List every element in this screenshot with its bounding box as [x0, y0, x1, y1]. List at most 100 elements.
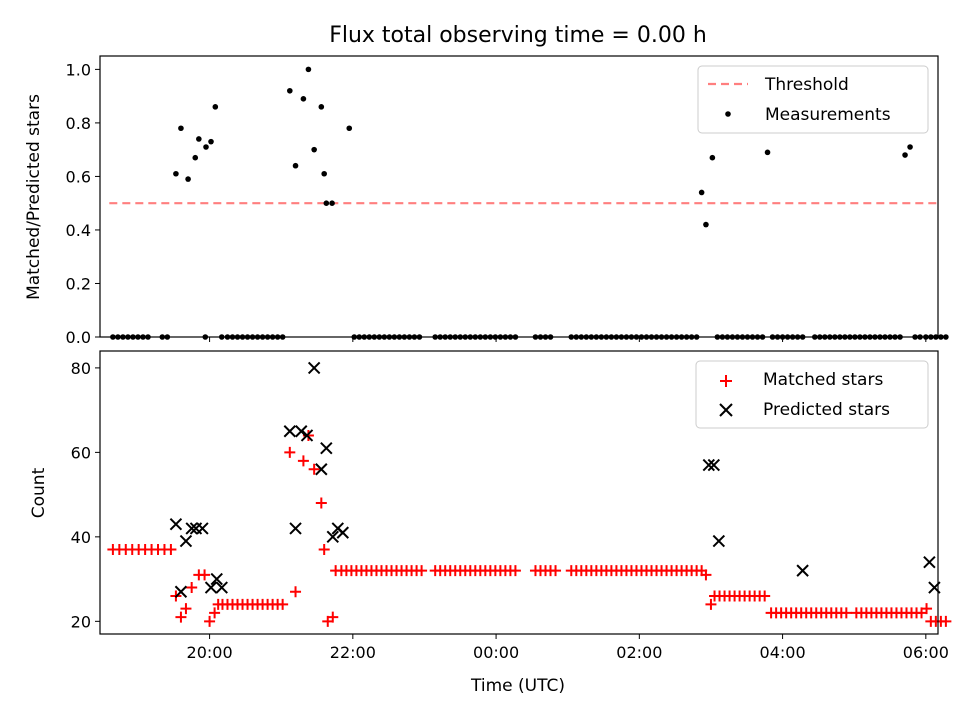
measurement-point: [329, 200, 335, 206]
legend-measurements-label: Measurements: [765, 105, 891, 125]
measurement-point: [311, 146, 317, 153]
measurement-point: [907, 144, 913, 150]
predicted-point: [712, 534, 726, 548]
bottom-plot-area: [107, 361, 952, 627]
matched-point: [175, 611, 187, 623]
predicted-point: [289, 522, 302, 535]
chart-title: Flux total observing time = 0.00 h: [329, 23, 707, 48]
matched-point: [327, 611, 339, 623]
top-y-tick-label: 0.6: [66, 167, 91, 186]
bottom-y-tick-label: 80: [71, 359, 91, 378]
top-panel: 0.0 0.2 0.4 0.6 0.8 1.0 Matched/Predicted sta…: [24, 55, 949, 347]
predicted-point: [320, 441, 333, 455]
predicted-point: [300, 429, 314, 442]
bottom-x-tick-label: 04:00: [760, 643, 806, 662]
matched-point: [204, 615, 216, 627]
measurement-point: [709, 154, 716, 161]
measurement-point: [321, 170, 327, 177]
predicted-point: [326, 530, 339, 544]
top-y-tick-label: 0.0: [66, 328, 91, 347]
matched-point: [550, 565, 562, 577]
bottom-legend-box: [695, 360, 929, 429]
predicted-point: [923, 555, 936, 569]
top-legend-box: [697, 65, 929, 134]
top-axes-frame: [99, 55, 939, 338]
top-y-tick-label: 0.2: [66, 274, 91, 293]
measurement-point: [185, 176, 191, 182]
matched-point: [318, 544, 330, 556]
predicted-point: [315, 463, 328, 476]
predicted-point: [307, 361, 321, 375]
legend-threshold-label: Threshold: [764, 75, 849, 95]
matched-point: [705, 598, 717, 610]
measurement-point: [703, 221, 709, 228]
predicted-point: [796, 564, 809, 577]
predicted-point: [196, 522, 209, 535]
bottom-x-tick-label: 06:00: [903, 643, 949, 662]
predicted-point: [295, 425, 308, 438]
top-y-tick-label: 1.0: [66, 60, 91, 79]
matched-point: [315, 497, 327, 509]
top-y-ticks: 0.0 0.2 0.4 0.6 0.8 1.0: [66, 60, 100, 347]
bottom-y-tick-label: 60: [71, 443, 91, 462]
bottom-x-ticks: 20:00 22:00 00:00 02:00 04:00 06:00: [187, 634, 949, 662]
measurement-point: [698, 189, 705, 196]
measurement-point: [305, 66, 312, 73]
bottom-x-tick-label: 20:00: [187, 643, 233, 662]
bottom-x-tick-label: 02:00: [616, 643, 662, 662]
matched-point: [180, 603, 192, 615]
matched-point: [416, 565, 428, 577]
predicted-point: [336, 526, 350, 539]
matched-point: [277, 598, 289, 610]
bottom-x-tick-label: 00:00: [473, 643, 519, 662]
measurement-point: [196, 136, 202, 142]
matched-point: [840, 607, 852, 619]
measurement-point: [764, 149, 771, 156]
series-predicted-stars: [169, 361, 941, 598]
measurement-point: [203, 144, 209, 150]
matched-point: [509, 565, 521, 577]
measurement-point: [318, 104, 325, 110]
bottom-y-ticks: 20 40 60 80: [71, 359, 100, 631]
predicted-point: [707, 458, 721, 472]
matched-point: [199, 569, 211, 581]
measurement-point: [938, 334, 944, 340]
predicted-point: [283, 425, 297, 438]
legend-predicted-swatch: [719, 403, 733, 417]
measurement-point: [943, 334, 949, 340]
predicted-point: [185, 522, 198, 535]
matched-point: [940, 615, 952, 627]
matched-point: [165, 544, 177, 556]
bottom-x-tick-label: 22:00: [330, 643, 376, 662]
bottom-y-tick-label: 40: [71, 528, 91, 547]
top-y-axis-label: Matched/Predicted stars: [24, 94, 44, 300]
matched-point: [297, 455, 309, 467]
bottom-axes-frame: [99, 350, 939, 635]
measurement-point: [192, 154, 199, 161]
matched-point: [921, 603, 933, 615]
measurement-point: [292, 162, 299, 169]
measurement-point: [902, 152, 908, 158]
matched-point: [290, 586, 302, 598]
measurement-point: [287, 87, 293, 94]
bottom-y-axis-label: Count: [29, 467, 49, 518]
predicted-point: [174, 585, 188, 598]
measurement-point: [212, 104, 219, 110]
measurement-point: [300, 96, 307, 102]
top-y-tick-label: 0.8: [66, 114, 91, 133]
top-x-ticks: [209, 337, 927, 342]
measurement-point: [346, 125, 353, 132]
matched-point: [308, 463, 320, 475]
legend-matched-swatch: [720, 375, 732, 387]
predicted-point: [210, 572, 223, 586]
measurement-point: [323, 200, 330, 206]
legend-predicted-label: Predicted stars: [763, 400, 890, 420]
legend-measurements-swatch: [725, 111, 731, 117]
series-matched-stars: [107, 429, 952, 627]
bottom-y-tick-label: 20: [71, 612, 91, 631]
bottom-legend: Matched stars Predicted stars: [695, 360, 929, 429]
matched-point: [186, 582, 198, 594]
matched-point: [209, 607, 221, 619]
predicted-point: [215, 581, 228, 594]
